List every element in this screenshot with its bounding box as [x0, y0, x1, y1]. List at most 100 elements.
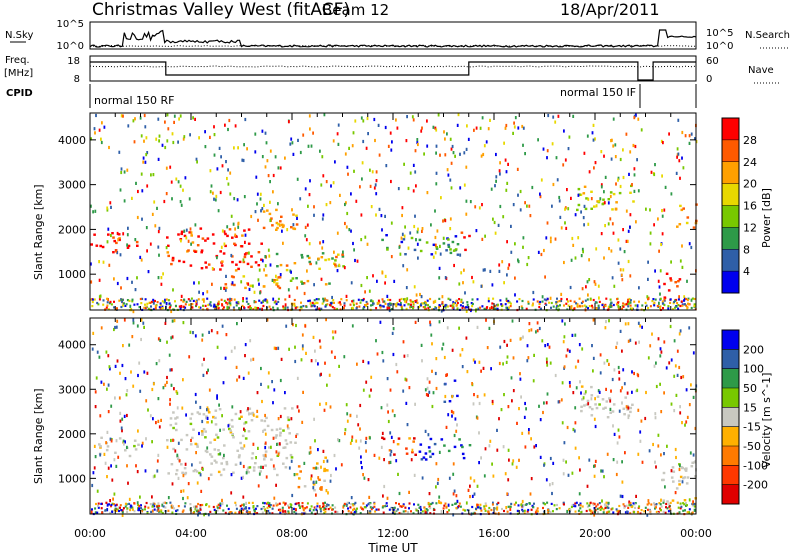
- noise-cell: [168, 353, 171, 357]
- noise-cell: [223, 286, 225, 290]
- heatmap-cell: [449, 251, 453, 255]
- ground-scatter-cell: [116, 307, 118, 310]
- noise-cell: [106, 208, 109, 212]
- ground-scatter-cell: [234, 511, 237, 514]
- heatmap-cell: [178, 259, 181, 263]
- noise-cell: [561, 381, 564, 385]
- heatmap-cell: [413, 437, 416, 440]
- ground-scatter-cell: [446, 511, 449, 514]
- heatmap-cell: [117, 233, 121, 236]
- noise-cell: [622, 228, 624, 232]
- ground-scatter-cell: [289, 505, 292, 509]
- noise-cell: [366, 276, 368, 280]
- noise-cell: [157, 157, 160, 161]
- noise-cell: [325, 402, 328, 406]
- noise-cell: [538, 404, 540, 408]
- noise-cell: [487, 127, 490, 131]
- noise-cell: [264, 446, 267, 450]
- noise-cell: [549, 296, 552, 300]
- noise-cell: [562, 340, 565, 344]
- heatmap-cell: [174, 422, 178, 425]
- noise-cell: [469, 484, 471, 488]
- ground-scatter-cell: [227, 507, 230, 511]
- ground-scatter-cell: [637, 506, 640, 510]
- ground-scatter-cell: [250, 307, 252, 310]
- ground-scatter-cell: [324, 299, 327, 302]
- heatmap-cell: [585, 403, 589, 406]
- noise-cell: [268, 254, 271, 258]
- ground-scatter-cell: [616, 510, 619, 513]
- noise-cell: [512, 203, 515, 207]
- noise-cell: [613, 368, 616, 372]
- ground-scatter-cell: [156, 301, 159, 304]
- noise-cell: [325, 180, 328, 184]
- noise-cell: [484, 447, 487, 451]
- ground-scatter-cell: [549, 510, 552, 513]
- noise-cell: [366, 116, 369, 121]
- ground-scatter-cell: [219, 502, 222, 505]
- noise-cell: [633, 371, 635, 376]
- heatmap-cell: [166, 251, 170, 254]
- noise-cell: [681, 265, 684, 269]
- noise-cell: [206, 290, 209, 294]
- noise-cell: [136, 324, 139, 328]
- noise-cell: [609, 407, 612, 411]
- ground-scatter-cell: [622, 302, 625, 305]
- ground-scatter-cell: [353, 503, 356, 506]
- heatmap-cell: [629, 406, 632, 410]
- noise-cell: [499, 172, 501, 176]
- noise-cell: [253, 290, 256, 294]
- noise-cell: [449, 137, 452, 141]
- heatmap-cell: [180, 230, 184, 233]
- noise-cell: [510, 376, 513, 380]
- noise-cell: [568, 381, 571, 385]
- noise-cell: [526, 359, 529, 363]
- noise-cell: [577, 236, 580, 240]
- ground-scatter-cell: [97, 303, 100, 306]
- noise-cell: [499, 204, 502, 209]
- ground-scatter-cell: [221, 304, 224, 307]
- ground-scatter-cell: [349, 303, 352, 306]
- heatmap-cell: [200, 267, 204, 270]
- ground-scatter-cell: [556, 300, 559, 303]
- heatmap-cell: [187, 249, 190, 252]
- heatmap-cell: [212, 416, 215, 419]
- noise-cell: [419, 292, 421, 297]
- heatmap-cell: [679, 475, 683, 479]
- heatmap-cell: [456, 253, 460, 256]
- noise-cell: [528, 428, 530, 432]
- ground-scatter-cell: [669, 301, 672, 304]
- noise-cell: [143, 113, 146, 118]
- ground-scatter-cell: [629, 299, 632, 302]
- heatmap-cell: [440, 438, 444, 441]
- ground-scatter-cell: [387, 304, 390, 307]
- heatmap-cell: [400, 240, 404, 244]
- heatmap-cell: [175, 469, 179, 472]
- noise-cell: [519, 372, 521, 376]
- noise-cell: [510, 250, 513, 254]
- ground-scatter-cell: [276, 307, 279, 310]
- heatmap-cell: [671, 466, 675, 469]
- noise-cell: [190, 231, 193, 235]
- noise-cell: [368, 289, 371, 293]
- ground-scatter-cell: [629, 501, 632, 505]
- noise-cell: [106, 475, 108, 479]
- ground-scatter-cell: [395, 303, 398, 306]
- noise-cell: [640, 419, 643, 423]
- noise-cell: [186, 496, 189, 500]
- heatmap-cell: [194, 468, 197, 472]
- noise-cell: [507, 266, 510, 270]
- noise-cell: [661, 209, 663, 213]
- noise-cell: [491, 283, 494, 287]
- ground-scatter-cell: [424, 509, 427, 512]
- noise-cell: [594, 161, 597, 165]
- noise-cell: [322, 213, 325, 217]
- ground-scatter-cell: [615, 508, 618, 511]
- ground-scatter-cell: [234, 501, 237, 504]
- noise-cell: [334, 160, 336, 164]
- ground-scatter-cell: [647, 298, 649, 301]
- noise-cell: [177, 140, 179, 144]
- ground-scatter-cell: [191, 303, 194, 306]
- ground-scatter-cell: [153, 505, 156, 508]
- noise-cell: [260, 366, 262, 371]
